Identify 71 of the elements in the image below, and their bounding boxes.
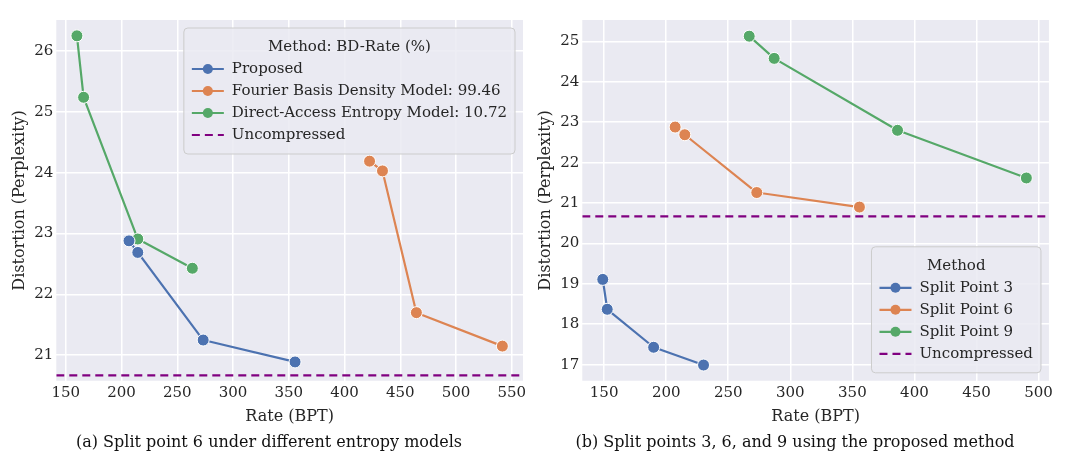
x-axis-title: Rate (BPT) [245, 405, 334, 425]
x-tick-label: 450 [962, 382, 991, 401]
y-tick-label: 23 [34, 223, 54, 242]
text: (a) Split point 6 under different entropy models [75, 432, 463, 451]
x-tick-label: 200 [107, 382, 136, 401]
x-tick-label: 300 [775, 382, 805, 401]
point [600, 302, 614, 316]
y-tick-label: 22 [560, 152, 580, 171]
legend-title: Method [926, 255, 986, 274]
legend-label: Split Point 6 [919, 299, 1014, 318]
point [1019, 171, 1033, 185]
point [678, 128, 692, 142]
point [288, 355, 302, 369]
point [70, 29, 84, 43]
y-tick-label: 20 [560, 233, 580, 252]
legend-label: Fourier Basis Density Model: 99.46 [231, 80, 501, 99]
x-tick-label: 550 [497, 382, 527, 401]
y-tick-label: 21 [34, 345, 54, 364]
legend-label: Uncompressed [919, 343, 1034, 362]
point [77, 90, 91, 104]
y-tick-label: 19 [560, 273, 580, 292]
point [647, 340, 661, 354]
x-tick-label: 200 [651, 382, 681, 401]
x-tick-label: 350 [274, 382, 304, 401]
legend-label: Proposed [231, 58, 304, 77]
point [668, 120, 682, 134]
point [122, 234, 136, 248]
legend-label: Split Point 9 [919, 321, 1014, 340]
y-tick-label: 17 [560, 354, 580, 373]
x-tick-label: 150 [51, 382, 81, 401]
y-axis-title: Distortion (Perplexity) [534, 110, 554, 291]
point [742, 29, 756, 43]
y-tick-label: 18 [560, 314, 580, 333]
y-tick-label: 25 [34, 101, 54, 120]
point [852, 200, 866, 214]
legend-label: Uncompressed [231, 124, 346, 143]
y-axis-title: Distortion (Perplexity) [8, 110, 28, 291]
x-tick-label: 400 [900, 382, 929, 401]
point [891, 123, 905, 137]
y-tick-label: 21 [560, 192, 580, 211]
point [409, 306, 423, 320]
legend-label: Split Point 3 [919, 277, 1014, 296]
x-tick-label: 500 [1024, 382, 1053, 401]
x-tick-label: 300 [218, 382, 248, 401]
x-tick-label: 150 [589, 382, 619, 401]
legend-title: Method: BD-Rate (%) [267, 36, 431, 55]
y-tick-label: 26 [34, 40, 54, 59]
y-tick-label: 23 [560, 112, 580, 131]
x-axis-title: Rate (BPT) [771, 405, 860, 425]
point [767, 51, 781, 65]
y-tick-label: 24 [34, 162, 54, 181]
x-tick-label: 500 [441, 382, 471, 401]
y-tick-label: 22 [34, 284, 54, 303]
y-tick-label: 25 [560, 31, 580, 50]
point [185, 261, 199, 275]
x-tick-label: 250 [162, 382, 192, 401]
x-tick-label: 450 [386, 382, 415, 401]
point [495, 339, 509, 353]
point [363, 154, 377, 168]
x-tick-label: 350 [838, 382, 867, 401]
legend-label: Direct-Access Entropy Model: 10.72 [231, 102, 507, 121]
y-tick-label: 24 [560, 71, 580, 90]
point [196, 333, 210, 347]
x-tick-label: 250 [713, 382, 743, 401]
point [697, 358, 711, 372]
text: (b) Split points 3, 6, and 9 using the proposed method [575, 432, 1015, 451]
point [131, 245, 145, 259]
point [750, 186, 764, 200]
point [596, 272, 610, 286]
x-tick-label: 400 [330, 382, 359, 401]
point [375, 164, 389, 178]
